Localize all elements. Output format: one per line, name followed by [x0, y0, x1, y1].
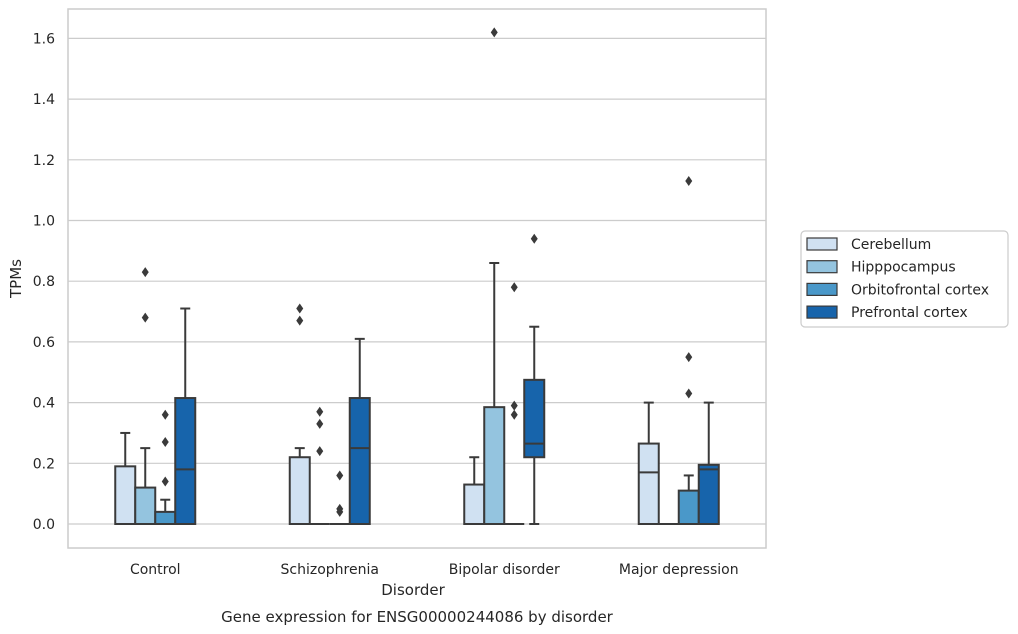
- outlier-point: [316, 446, 324, 457]
- legend-swatch: [806, 305, 838, 319]
- box-plot: [174, 307, 197, 525]
- outlier-point: [296, 303, 304, 314]
- legend-label: Cerebellum: [851, 237, 931, 253]
- outlier-point: [161, 409, 169, 420]
- y-tick-label: 0.6: [33, 335, 55, 351]
- box-plot: [697, 401, 720, 526]
- legend-label: Orbitofrontal cortex: [851, 282, 989, 298]
- outlier-point: [141, 312, 149, 323]
- box: [523, 378, 546, 459]
- box: [637, 442, 660, 526]
- outlier-point: [161, 476, 169, 487]
- box: [134, 486, 157, 525]
- box-plot: [504, 282, 525, 525]
- box-plot: [114, 431, 137, 525]
- y-tick-label: 0.4: [33, 396, 55, 412]
- outlier-point: [316, 418, 324, 429]
- y-tick-label: 0.0: [33, 517, 55, 533]
- outlier-point: [685, 176, 693, 187]
- plot-frame: [67, 8, 767, 549]
- outlier-point: [490, 27, 498, 38]
- y-tick-label: 1.2: [33, 153, 55, 169]
- outlier-point: [296, 315, 304, 326]
- y-tick-label: 0.8: [33, 274, 55, 290]
- box-plot: [288, 303, 311, 526]
- box: [154, 510, 177, 525]
- legend-label: Prefrontal cortex: [851, 305, 968, 321]
- box-plot: [309, 406, 330, 525]
- x-axis-label: Disorder: [381, 581, 445, 599]
- box: [677, 489, 700, 525]
- box: [348, 397, 371, 525]
- x-tick-labels: Control Schizophrenia Bipolar disorder Majo…: [130, 562, 739, 578]
- plot-boxes: [114, 27, 720, 526]
- box-plot: [154, 409, 177, 525]
- box: [288, 456, 311, 526]
- box: [174, 397, 197, 525]
- y-axis-label: TPMs: [7, 259, 25, 299]
- outlier-point: [316, 406, 324, 417]
- legend-swatch: [806, 260, 838, 274]
- box: [483, 406, 506, 525]
- outlier-point: [336, 470, 344, 481]
- outlier-point: [510, 282, 518, 293]
- y-tick-label: 1.6: [33, 31, 55, 47]
- box: [463, 483, 486, 526]
- outlier-point: [161, 437, 169, 448]
- box-plot: [677, 176, 700, 525]
- x-tick-label: Bipolar disorder: [449, 562, 560, 578]
- box-plot: [523, 233, 546, 525]
- x-tick-label: Schizophrenia: [281, 562, 379, 578]
- legend-swatch: [806, 237, 838, 251]
- outlier-point: [685, 352, 693, 363]
- box-plot: [329, 470, 350, 525]
- outlier-point: [336, 503, 344, 514]
- box-plot: [348, 337, 371, 525]
- outlier-point: [141, 267, 149, 278]
- outlier-point: [510, 409, 518, 420]
- outlier-point: [510, 400, 518, 411]
- chart-caption: Gene expression for ENSG00000244086 by d…: [221, 608, 614, 626]
- legend-frame: [800, 230, 1009, 328]
- y-tick-label: 1.0: [33, 214, 55, 230]
- x-tick-label: Major depression: [619, 562, 739, 578]
- grid-lines: [68, 37, 766, 525]
- y-tick-labels: 0.0 0.2 0.4 0.6 0.8 1.0 1.2 1.4 1.6: [33, 31, 55, 533]
- outlier-point: [685, 388, 693, 399]
- box: [697, 463, 720, 526]
- box-plot: [637, 401, 660, 526]
- y-tick-label: 0.2: [33, 456, 55, 472]
- outlier-point: [530, 233, 538, 244]
- box-plot: [483, 27, 506, 525]
- box: [114, 465, 137, 525]
- legend: Cerebellum Hipppocampus Orbitofrontal cort…: [800, 230, 1009, 328]
- box-plot: [134, 267, 157, 525]
- y-tick-label: 1.4: [33, 92, 55, 108]
- box-plot: [463, 456, 486, 526]
- legend-swatch: [806, 282, 838, 296]
- x-tick-label: Control: [130, 562, 181, 578]
- legend-label: Hipppocampus: [851, 260, 956, 276]
